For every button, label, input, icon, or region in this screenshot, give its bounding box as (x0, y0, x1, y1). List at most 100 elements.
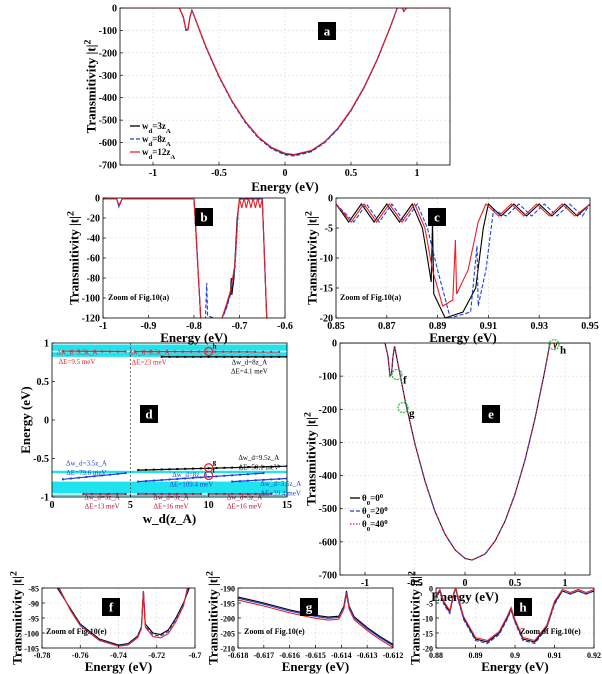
series-line-1 (340, 343, 590, 561)
data-point (206, 350, 209, 353)
data-point (223, 474, 226, 477)
data-point (270, 465, 273, 468)
x-tick-label: 0.9 (510, 651, 520, 660)
x-tick-label: -0.613 (357, 651, 378, 660)
x-axis-label: Energy (eV) (431, 589, 499, 604)
data-point (116, 492, 119, 495)
panel-label-box (300, 598, 318, 616)
data-point (150, 350, 153, 353)
data-point (231, 474, 234, 477)
x-tick-label: -0.78 (34, 651, 51, 660)
panel-g: -0.618 -0.617 -0.616 -0.615 -0.614 -0.613 -0.6… (204, 571, 404, 674)
data-point (246, 479, 249, 482)
data-point (262, 492, 265, 495)
data-point (184, 467, 187, 470)
data-point (108, 473, 111, 476)
y-tick-label: -95 (28, 615, 39, 624)
x-tick-label: -1 (149, 168, 157, 179)
x-tick-label: 15 (282, 500, 292, 511)
y-tick-label: 0 (44, 416, 49, 427)
series-line-0 (56, 588, 190, 646)
data-point (239, 466, 241, 469)
legend-entry: θ0=200 (362, 506, 388, 520)
y-tick-label: -300 (99, 71, 117, 82)
annotation: Δw_d=8z_A (232, 359, 268, 367)
data-point (168, 468, 171, 471)
x-tick-label: 0 (50, 500, 55, 511)
data-point (222, 350, 225, 353)
x-axis-label: Energy (eV) (251, 179, 319, 194)
data-point (160, 468, 163, 471)
zoom-note: Zoom of Fig.10(e) (46, 627, 107, 636)
data-point (254, 479, 257, 482)
energy-band (52, 481, 287, 497)
data-point (199, 476, 202, 479)
data-point (160, 492, 163, 495)
x-tick-label: 0.91 (480, 321, 498, 332)
data-point (254, 350, 257, 353)
data-point (278, 355, 281, 358)
y-tick-label: -20 (87, 214, 100, 225)
plot-area (238, 588, 393, 648)
y-tick-label: -400 (319, 471, 337, 482)
x-tick-label: 0.95 (581, 321, 599, 332)
marker-label: f (213, 466, 216, 474)
data-point (286, 477, 287, 480)
y-tick-label: -60 (87, 254, 100, 265)
data-point (286, 355, 287, 358)
x-tick-label: -0.615 (305, 651, 326, 660)
data-point (254, 355, 257, 358)
y-tick-label: -1 (41, 493, 49, 504)
y-tick-label: -105 (24, 645, 39, 654)
data-point (168, 492, 171, 495)
data-point (262, 465, 265, 468)
data-point (69, 477, 72, 480)
x-tick-label: 0.88 (429, 651, 443, 660)
y-tick-label: -500 (99, 116, 117, 127)
annotation: ΔE=50.1 meV (239, 463, 279, 471)
x-tick-label: -0.7 (189, 651, 202, 660)
y-axis-label: Transmitivity |t|2 (8, 571, 25, 665)
x-tick-label: 0.5 (509, 578, 522, 589)
x-tick-label: -0.617 (253, 651, 274, 660)
y-tick-label: -700 (319, 571, 337, 582)
legend-entry: θ0=00 (362, 493, 384, 507)
data-point (99, 492, 102, 495)
data-point (107, 492, 110, 495)
y-tick-label: -10 (320, 254, 333, 265)
annotation: Δw_d=8.5z_A (129, 349, 170, 357)
annotation: ΔE=9.5 meV (59, 358, 96, 366)
x-tick-label: 0.87 (378, 321, 396, 332)
y-tick-label: -10 (422, 615, 433, 624)
data-point (137, 492, 140, 495)
data-point (101, 350, 104, 353)
data-point (134, 350, 137, 353)
data-point (160, 479, 163, 482)
data-point (254, 492, 257, 495)
data-point (223, 355, 226, 358)
y-tick-label: -600 (99, 138, 117, 149)
data-point (246, 350, 249, 353)
data-point (207, 467, 210, 470)
y-tick-label: -200 (319, 405, 337, 416)
x-tick-label: 0.89 (429, 321, 447, 332)
data-point (231, 480, 234, 483)
x-tick-label: -0.5 (407, 578, 423, 589)
annotation: ΔE=4.1 meV (231, 368, 268, 376)
y-tick-label: -100 (82, 294, 100, 305)
data-point (184, 477, 187, 480)
data-point (61, 478, 64, 481)
panel-label-box (140, 405, 158, 423)
data-point (215, 467, 218, 470)
y-tick-label: -100 (319, 372, 337, 383)
y-tick-label: -15 (320, 284, 333, 295)
data-point (176, 477, 179, 480)
y-tick-label: -195 (220, 600, 235, 609)
data-point (262, 472, 265, 475)
panel-e: f g h -1 -0.5 0 0.5 1 0 -100 -200 -300 -400 -500 -600 -… (302, 339, 591, 604)
data-point (124, 492, 127, 495)
data-point (145, 468, 147, 471)
series-line-2 (436, 588, 594, 642)
y-tick-label: -200 (99, 48, 117, 59)
